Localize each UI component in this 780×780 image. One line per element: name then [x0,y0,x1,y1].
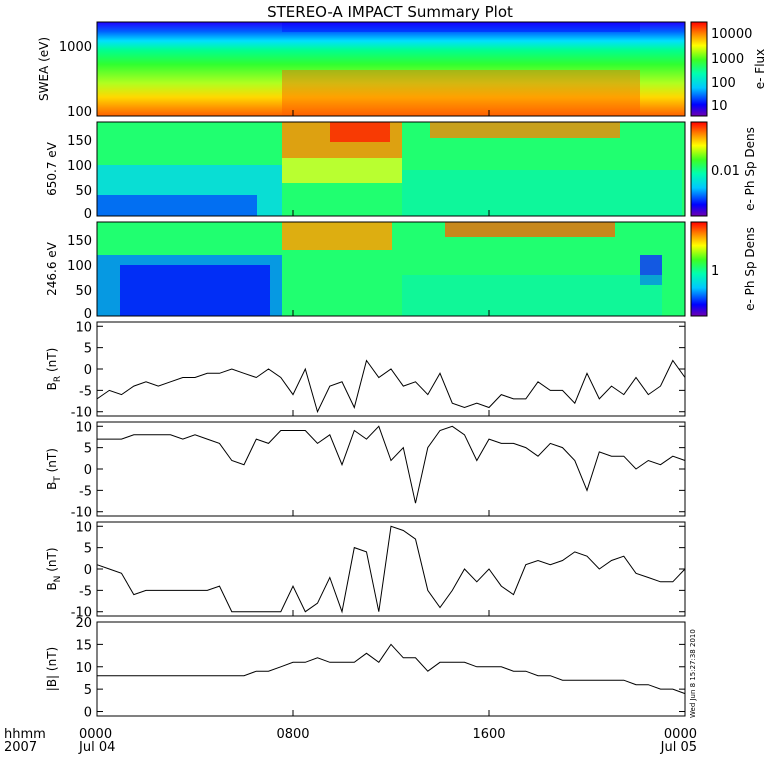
pad-650-mid-region [402,170,682,216]
bmag-ytick-label: 20 [75,616,92,631]
bt-ytick-label: 10 [75,420,92,435]
bmag-frame [96,621,686,717]
br-ylabel: BR (nT) [45,348,63,391]
pad-246-hot-region [282,222,392,250]
bmag-ytick-label: 10 [75,661,92,676]
pad-246-ytick-100: 100 [67,259,92,274]
bn-ytick-label: 5 [84,542,92,557]
bn-ytick-label: 0 [84,563,92,578]
br-ytick-label: 5 [84,342,92,357]
swea-cbar-tick-1000: 1000 [711,52,744,67]
bn-ytick-label: -5 [79,584,92,599]
br-trace [96,359,686,414]
pad-650-ylabel: 650.7 eV [45,141,59,196]
bn-ylabel: BN (nT) [45,547,63,590]
pad-650-frame [96,121,686,217]
swea-cbar-tick-10000: 10000 [711,27,752,42]
br-panel: -10 -5 0 5 10 BR (nT) [45,320,686,421]
bmag-ytick-label: 0 [84,706,92,721]
bmag-panel: 0 5 10 15 20 |B| (nT) [45,616,686,721]
br-ytick-label: -10 [71,406,92,421]
pad-246-cbar-label: e- Ph Sp Dens [743,227,757,311]
swea-panel: 1000 100 SWEA (eV) 10000 1000 100 10 e- … [37,21,767,120]
pad-246-ytick-150: 150 [67,234,92,249]
x-tick-label: 0000 [664,727,697,742]
pad-650-core-region [330,122,390,142]
bt-ytick-label: 0 [84,463,92,478]
pad-650-upper-band [430,122,620,138]
bmag-ytick-label: 15 [75,638,92,653]
x-corner-label-year: 2007 [4,740,37,755]
br-ytick-label: 0 [84,363,92,378]
br-ytick-label: 10 [75,320,92,335]
line-panels: -10 -5 0 5 10 BR (nT) -10 -5 0 5 10 BT (nT) -10 -5 0 5 1… [45,320,686,721]
pad-246-ylabel: 246.6 eV [45,241,59,296]
x-tick-label: 0000 [79,727,112,742]
bmag-trace [97,643,686,695]
x-tick-date-label: Jul 04 [78,740,115,755]
pad-246-ytick-0: 0 [84,307,92,322]
pad-650-cbar-label: e- Ph Sp Dens [743,127,757,211]
bt-ylabel: BT (nT) [45,448,63,490]
pad-246-cbar-tick: 1 [711,264,719,279]
swea-enhanced-flux-band [282,70,640,116]
swea-ylabel: SWEA (eV) [37,37,51,101]
pad-246-mid-region [402,275,662,316]
pad-650-cbar-tick: 0.01 [711,164,740,179]
pad-650-ytick-0: 0 [84,207,92,222]
x-tick-date-label: Jul 05 [660,740,697,755]
pad-650-lowest-region [97,195,257,216]
pad-650-ytick-100: 100 [67,159,92,174]
swea-colorbar [690,21,708,117]
plot-title: STEREO-A IMPACT Summary Plot [267,3,513,21]
bn-panel: -10 -5 0 5 10 BN (nT) [45,520,686,621]
pad-246-lowest-region [120,265,270,316]
pad-650-ytick-50: 50 [75,184,92,199]
bmag-ylabel: |B| (nT) [45,647,59,691]
bn-frame [96,521,686,617]
pad-246-ytick-50: 50 [75,284,92,299]
bt-ytick-label: -10 [71,506,92,521]
x-tick-label: 1600 [472,727,505,742]
br-ytick-label: -5 [79,384,92,399]
swea-cbar-tick-100: 100 [711,76,736,91]
pad-650-colorbar [690,121,708,217]
swea-cbar-label: e- Flux [753,49,767,89]
pad-650-transition-region [282,158,402,183]
swea-spectrogram [97,22,685,116]
bt-ytick-label: 5 [84,442,92,457]
bt-trace [97,425,686,504]
swea-ytick-1000: 1000 [59,40,92,55]
bn-ytick-label: 10 [75,520,92,535]
pad-246-upper-band [445,222,615,237]
pad-246-colorbar [690,221,708,317]
pad-650-panel: 150 100 50 0 650.7 eV 0.01 e- Ph Sp Dens [45,121,757,222]
pad-650-ytick-150: 150 [67,134,92,149]
bt-frame [96,421,686,517]
pad-246-panel: 150 100 50 0 246.6 eV 1 e- Ph Sp Dens [45,221,757,322]
x-corner-label-hhmm: hhmm [4,727,46,742]
swea-cbar-tick-10: 10 [711,99,728,114]
bt-ytick-label: -5 [79,484,92,499]
pad-246-frame [96,221,686,317]
swea-frame [96,21,686,117]
bn-ytick-label: -10 [71,606,92,621]
swea-ytick-100: 100 [67,105,92,120]
plot-timestamp: Wed Jun 8 15:27:38 2010 [689,629,697,718]
swea-high-energy-band [282,22,640,32]
bmag-ytick-label: 5 [84,683,92,698]
bt-panel: -10 -5 0 5 10 BT (nT) [45,420,686,521]
bn-trace [96,525,686,614]
x-tick-label: 0800 [276,727,309,742]
